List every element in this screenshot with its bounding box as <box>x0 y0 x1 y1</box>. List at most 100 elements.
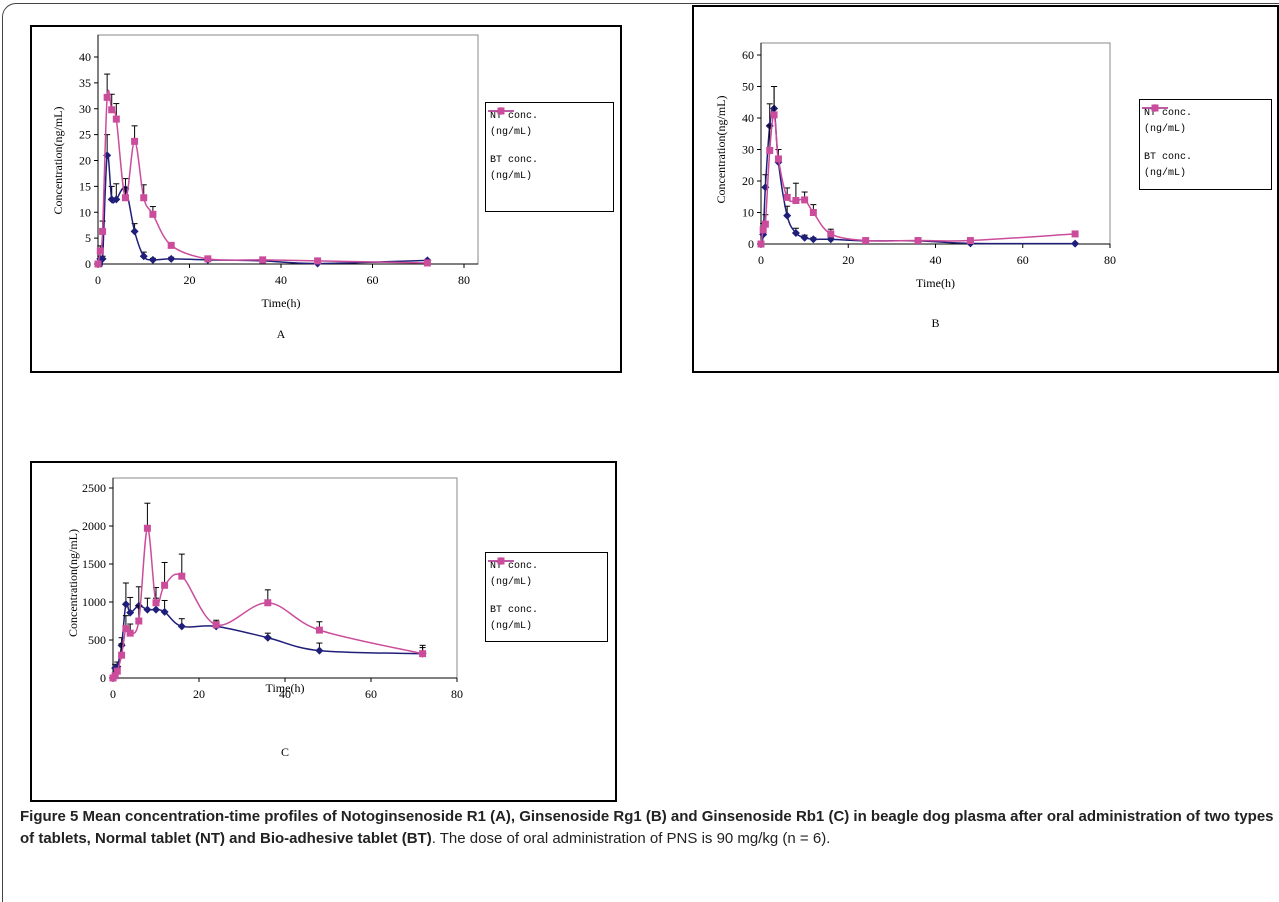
chart: 0 5 10 15 20 25 30 35 40 0 20 40 60 80 Time(h) Concentr… <box>51 34 479 341</box>
data-point <box>783 211 792 220</box>
data-point <box>152 605 160 614</box>
data-point <box>140 194 148 202</box>
data-point <box>204 255 212 263</box>
x-tick-label: 40 <box>275 273 287 287</box>
data-point <box>774 155 782 163</box>
y-tick-label: 30 <box>742 143 754 157</box>
data-point <box>759 226 767 234</box>
legend-entry: BT conc.(ng/mL) <box>488 557 603 635</box>
x-tick-label: 20 <box>193 687 205 701</box>
error-bar <box>161 561 168 586</box>
x-tick-label: 60 <box>1017 253 1029 267</box>
series-line <box>760 114 1076 245</box>
figure-frame <box>2 3 1279 902</box>
y-tick-label: 35 <box>79 76 91 90</box>
x-tick-label: 0 <box>110 687 116 701</box>
data-point <box>792 197 800 205</box>
data-point <box>315 626 323 634</box>
legend-label: NT conc.(ng/mL) <box>490 111 539 138</box>
data-point <box>121 600 130 609</box>
legend-symbol <box>1142 104 1168 112</box>
data-point <box>103 93 111 101</box>
y-tick-label: 30 <box>79 102 91 116</box>
data-point <box>862 237 870 245</box>
data-point <box>94 260 102 268</box>
data-point <box>113 667 121 675</box>
y-tick-label: 25 <box>79 128 91 142</box>
data-point <box>966 237 974 245</box>
data-point <box>757 240 765 248</box>
data-point <box>801 196 809 204</box>
data-point <box>1071 239 1080 248</box>
data-point <box>96 247 104 255</box>
data-point <box>160 607 169 616</box>
x-axis-label: Time(h) <box>262 296 301 310</box>
series-line <box>760 106 1076 245</box>
data-point <box>315 646 324 655</box>
legend-label: NT conc.(ng/mL) <box>1144 108 1193 135</box>
y-tick-label: 20 <box>742 174 754 188</box>
data-point <box>149 210 157 218</box>
chart: 0 500 1000 1500 2000 2500 0 20 40 60 80 Time(h) Conc… <box>66 477 463 759</box>
data-point <box>98 254 107 263</box>
x-tick-label: 40 <box>930 253 942 267</box>
data-point <box>914 237 922 245</box>
data-point <box>152 599 160 607</box>
data-point <box>259 256 267 264</box>
data-point <box>121 194 129 202</box>
data-point <box>161 581 169 589</box>
plot-frame <box>97 34 479 265</box>
caption-text: . The dose of oral administration of PNS… <box>431 830 831 847</box>
y-tick-label: 20 <box>79 154 91 168</box>
x-axis-label: Time(h) <box>266 681 305 695</box>
caption: Figure 5 Mean concentration-time profile… <box>20 806 1275 850</box>
y-tick-label: 1500 <box>82 557 106 571</box>
data-point <box>263 633 272 642</box>
y-tick-label: 0 <box>85 257 91 271</box>
legend-marker <box>497 557 505 565</box>
y-tick-label: 10 <box>742 206 754 220</box>
data-point <box>809 209 817 216</box>
y-axis-label: Concentration(ng/mL) <box>66 529 80 637</box>
y-tick-label: 2000 <box>82 519 106 533</box>
legend-label: BT conc.(ng/mL) <box>490 155 539 182</box>
x-tick-label: 80 <box>451 687 463 701</box>
data-point <box>212 621 220 629</box>
data-point <box>827 230 835 238</box>
chart-panel: 0 500 1000 1500 2000 2500 0 20 40 60 80 Time(h) Conc… <box>30 461 617 802</box>
legend-symbol <box>488 107 514 115</box>
series-line <box>97 153 428 267</box>
y-tick-label: 0 <box>100 671 106 685</box>
data-point <box>130 227 139 236</box>
data-point <box>107 195 116 204</box>
data-point <box>761 220 769 228</box>
data-point <box>112 195 121 204</box>
data-point <box>126 608 135 617</box>
y-tick-label: 10 <box>79 205 91 219</box>
series <box>757 86 1079 248</box>
y-axis-label: Concentration(ng/mL) <box>714 96 728 204</box>
x-tick-label: 20 <box>842 253 854 267</box>
y-tick-label: 50 <box>742 80 754 94</box>
caption-label: Figure 5 <box>20 808 79 825</box>
error-bar <box>144 502 151 529</box>
x-axis-label: Time(h) <box>916 276 955 290</box>
data-point <box>118 651 126 659</box>
legend: NT conc.(ng/mL) BT conc.(ng/mL) <box>485 102 614 212</box>
y-tick-label: 15 <box>79 179 91 193</box>
data-point <box>178 572 186 580</box>
error-bar <box>178 553 185 577</box>
series <box>94 73 431 268</box>
x-tick-label: 0 <box>95 273 101 287</box>
data-point <box>135 617 143 625</box>
legend-entry: BT conc.(ng/mL) <box>1142 104 1267 182</box>
panel-label: B <box>931 316 939 330</box>
data-point <box>800 233 809 242</box>
data-point <box>143 524 151 532</box>
data-point <box>809 235 818 244</box>
data-point <box>177 622 186 631</box>
data-point <box>1071 230 1079 238</box>
data-point <box>139 252 148 261</box>
legend-symbol <box>488 557 514 565</box>
data-point <box>111 672 119 680</box>
